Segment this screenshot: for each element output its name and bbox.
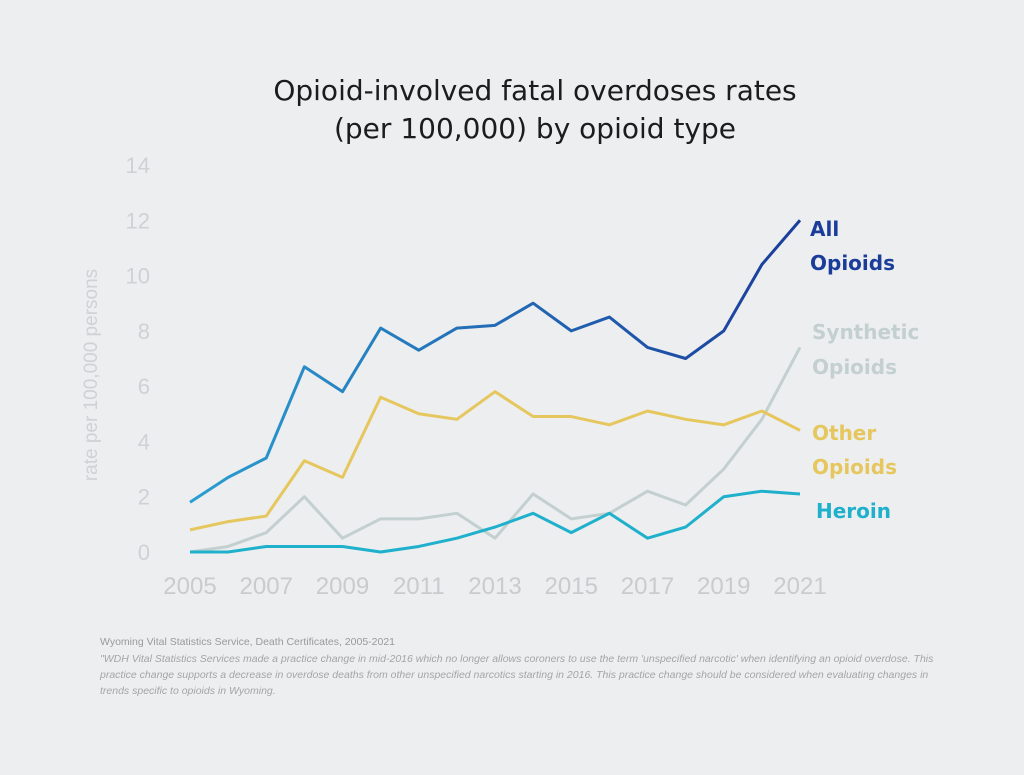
y-tick-label: 14 — [126, 153, 150, 178]
y-tick-label: 2 — [138, 485, 150, 510]
x-tick-label: 2009 — [316, 573, 369, 600]
source-text: Wyoming Vital Statistics Service, Death … — [100, 636, 396, 648]
x-tick-label: 2021 — [773, 573, 826, 600]
y-axis-label: rate per 100,000 persons — [81, 269, 102, 481]
series-line — [190, 489, 801, 554]
series-label-3-line2: Opioids — [812, 455, 897, 479]
series-line — [189, 390, 801, 532]
chart-title-line1: Opioid-involved fatal overdoses rates — [273, 74, 797, 107]
chart-title-line2: (per 100,000) by opioid type — [333, 112, 736, 145]
footnote-text: "WDH Vital Statistics Services made a pr… — [100, 653, 934, 697]
series-label-3: Other — [812, 421, 876, 445]
x-tick-label: 2017 — [621, 573, 674, 600]
series-label-1: All — [810, 217, 839, 241]
x-tick-label: 2005 — [163, 573, 216, 600]
x-tick-label: 2019 — [697, 573, 750, 600]
series-label-4: Heroin — [816, 499, 891, 523]
series-line — [189, 219, 802, 504]
series-label-1-line2: Opioids — [810, 251, 895, 275]
series-label-2-line2: Opioids — [812, 355, 897, 379]
chart-title: Opioid-involved fatal overdoses rates (p… — [0, 72, 1024, 148]
y-tick-label: 6 — [138, 374, 150, 399]
x-tick-label: 2015 — [545, 573, 598, 600]
y-tick-label: 12 — [126, 208, 150, 233]
y-tick-label: 4 — [138, 429, 150, 454]
x-tick-label: 2011 — [393, 573, 445, 600]
series-line — [189, 346, 802, 554]
y-tick-label: 8 — [138, 319, 150, 344]
x-tick-label: 2013 — [468, 573, 521, 600]
series-label-2: Synthetic — [812, 320, 919, 344]
x-tick-label: 2007 — [240, 573, 293, 600]
y-tick-label: 10 — [126, 264, 150, 289]
y-tick-label: 0 — [138, 540, 150, 565]
